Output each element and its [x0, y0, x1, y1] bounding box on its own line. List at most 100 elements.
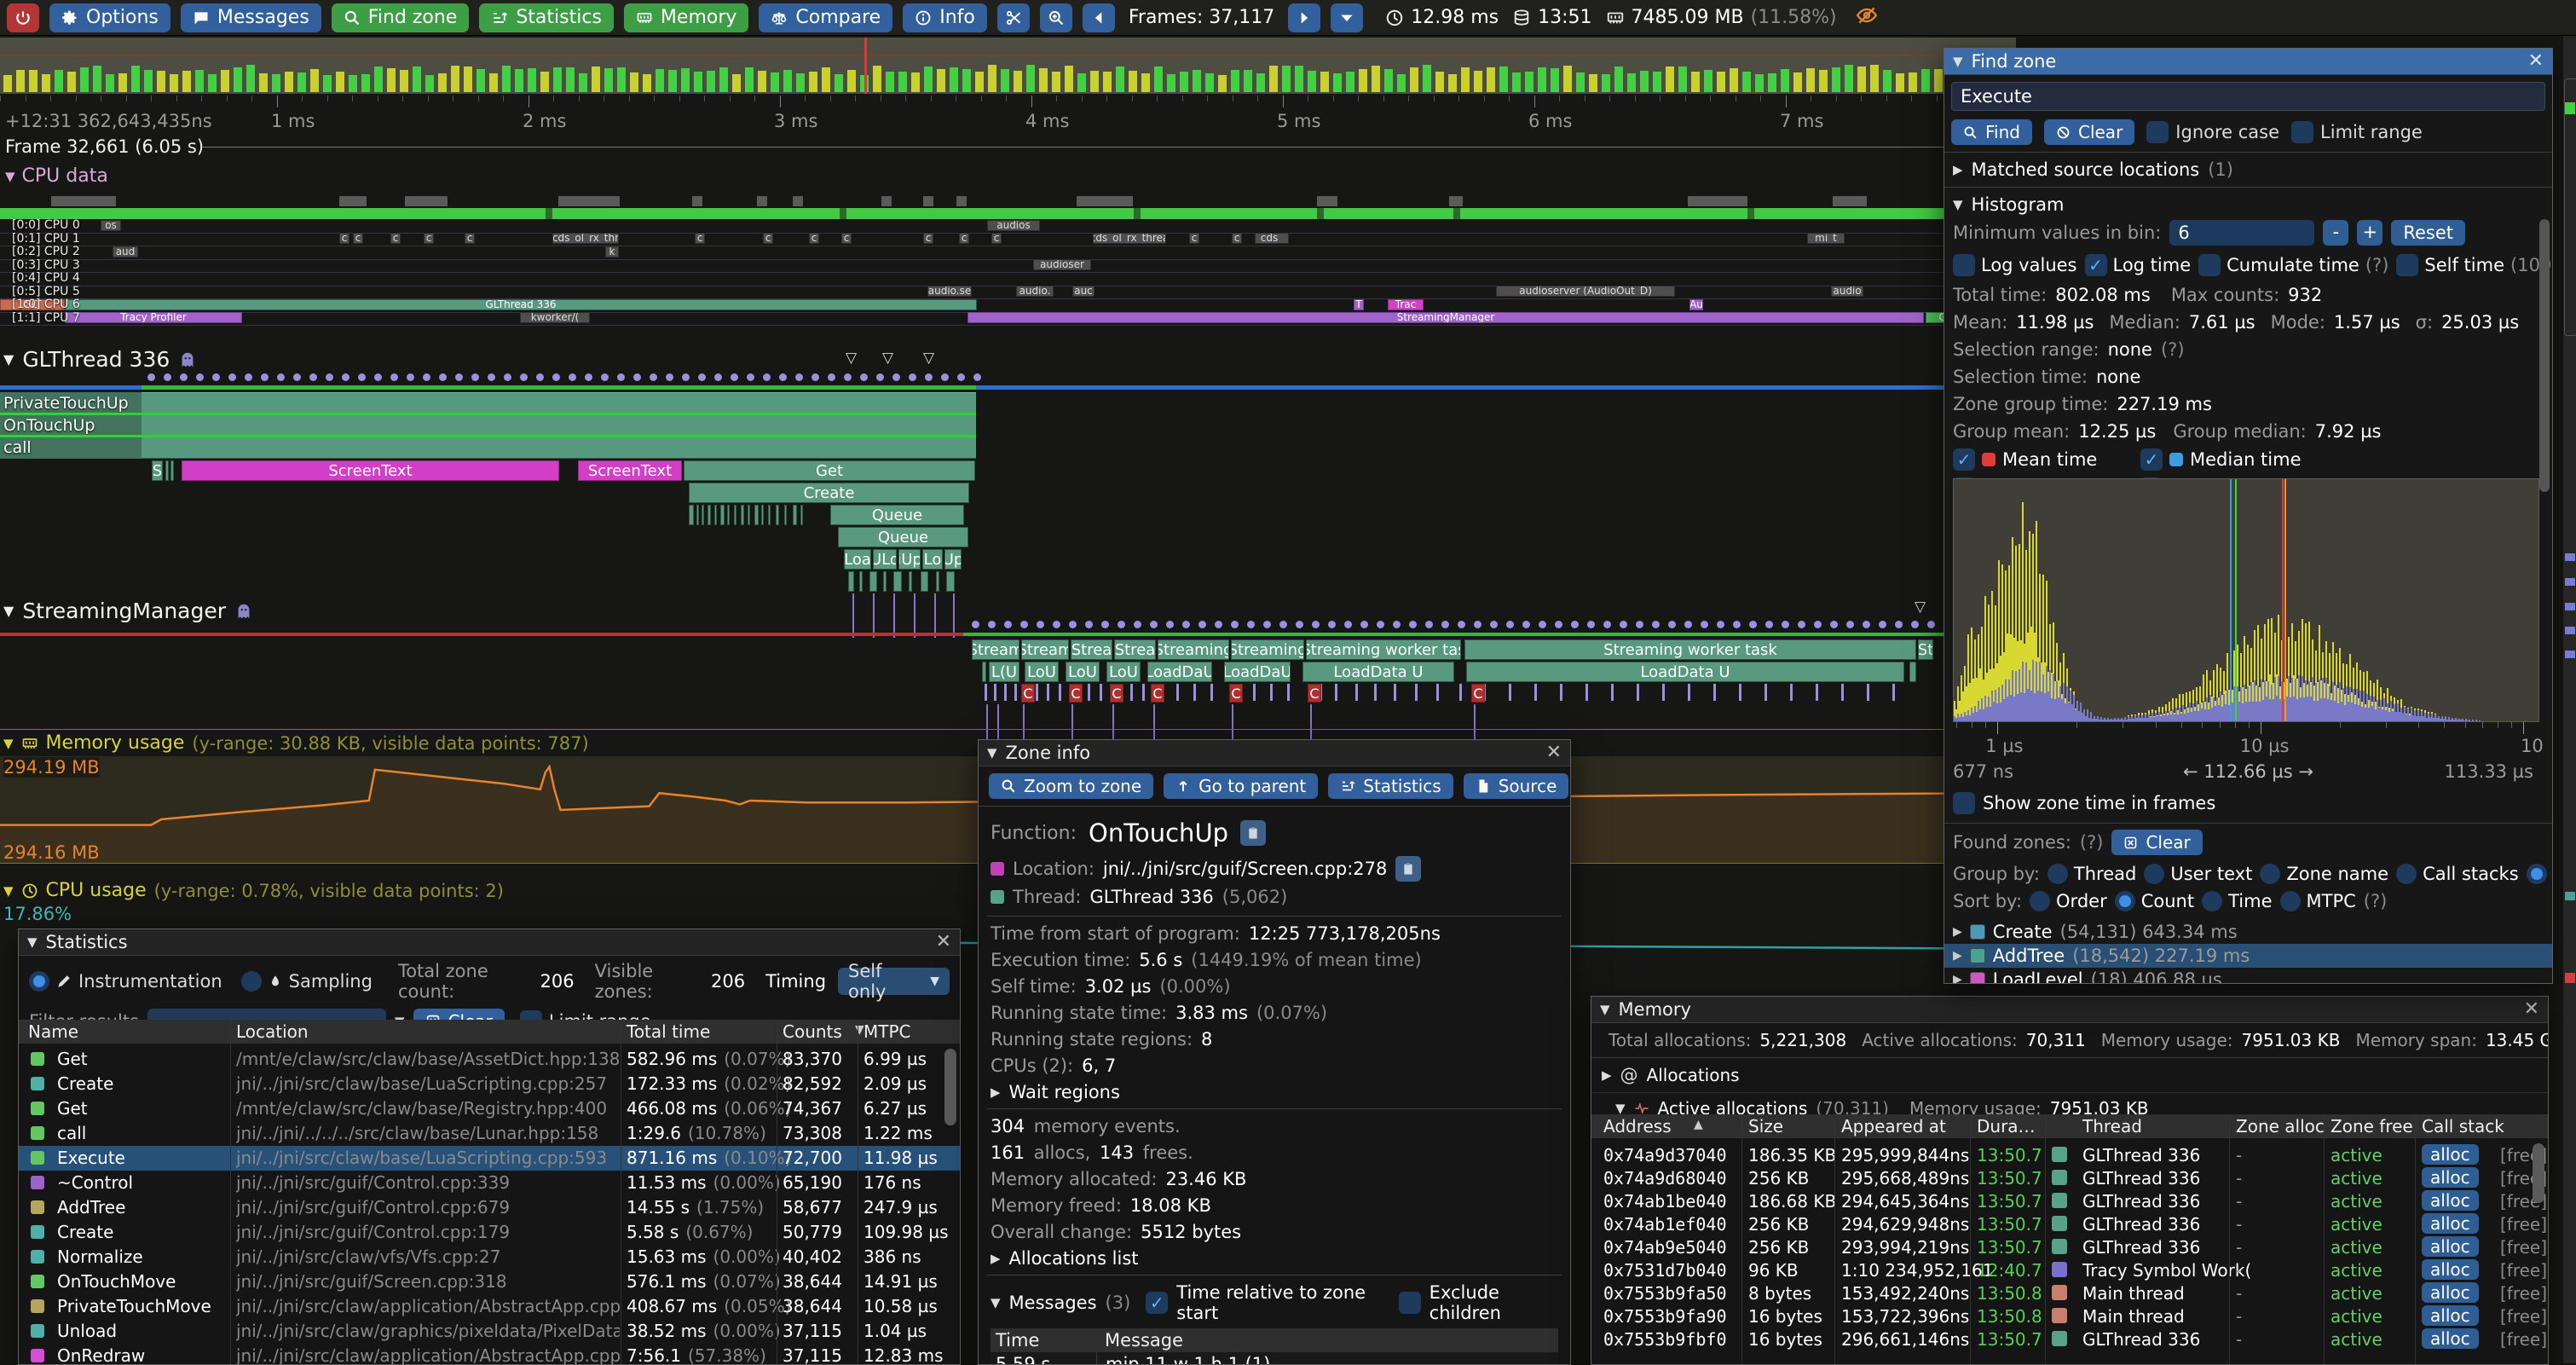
lock-marker[interactable]	[1506, 621, 1514, 628]
main-scrollbar[interactable]	[2562, 36, 2576, 1363]
lock-marker[interactable]	[972, 621, 979, 628]
lock-marker[interactable]	[1344, 621, 1352, 628]
frame-bar[interactable]	[1627, 73, 1636, 92]
cpu-zone-bar[interactable]: c	[695, 233, 705, 244]
lock-marker[interactable]	[860, 373, 868, 381]
frame-bar[interactable]	[1512, 72, 1521, 92]
table-row[interactable]: Get/mnt/e/claw/src/claw/base/AssetDict.h…	[19, 1047, 960, 1072]
frame-bar[interactable]	[1308, 71, 1316, 92]
frame-bar[interactable]	[1806, 68, 1815, 92]
radio[interactable]	[2280, 891, 2301, 911]
cpu-zone-bar[interactable]: c	[353, 233, 363, 244]
next-frame-button[interactable]	[1288, 3, 1320, 32]
frame-bar[interactable]	[1065, 66, 1073, 92]
lock-marker[interactable]	[1458, 621, 1465, 628]
frame-bar[interactable]	[477, 69, 485, 92]
cpu-zone-bar[interactable]: cds_ol_rx_thr	[552, 233, 619, 244]
memory-button[interactable]: Memory	[624, 3, 748, 32]
frame-bar[interactable]	[988, 65, 996, 92]
lock-marker[interactable]	[1020, 621, 1028, 628]
error-zone-bar[interactable]: C	[1229, 684, 1243, 703]
frame-bar[interactable]	[144, 70, 153, 92]
frame-bar[interactable]	[924, 67, 933, 92]
zone-bar-get[interactable]: Get	[684, 460, 975, 481]
search-input[interactable]: Execute	[1951, 82, 2545, 111]
zone-info-titlebar[interactable]: ▼Zone info✕	[979, 740, 1570, 766]
zone-bar[interactable]	[936, 571, 939, 592]
copy-button[interactable]	[1240, 820, 1266, 846]
lock-marker[interactable]	[682, 373, 690, 381]
frame-bar[interactable]	[106, 74, 114, 92]
table-scrollbar[interactable]	[944, 1049, 956, 1125]
frame-bar[interactable]	[668, 70, 677, 92]
streaming-zone-bar[interactable]: Stream	[972, 639, 1019, 660]
group-by-call-stacks[interactable]: Call stacks	[2396, 864, 2519, 884]
error-zone-bar[interactable]: C	[1021, 684, 1035, 703]
frame-bar[interactable]	[400, 70, 408, 92]
frame-bar[interactable]	[771, 72, 779, 92]
column-header-counts[interactable]: Counts	[783, 1021, 842, 1042]
alloc-callstack-button[interactable]: alloc	[2422, 1305, 2479, 1326]
frame-bar[interactable]	[1256, 73, 1265, 92]
cpu-zone-bar[interactable]: c	[424, 233, 434, 244]
zone-bar-ontouchup[interactable]	[142, 414, 976, 437]
frame-bar[interactable]	[323, 75, 332, 92]
frame-bar[interactable]	[694, 72, 702, 92]
frame-bar[interactable]	[3, 75, 12, 92]
frame-bar[interactable]	[387, 68, 396, 92]
streaming-zone-bar[interactable]: Strea	[1071, 639, 1112, 660]
loaddata-zone-bar[interactable]: LoadDaU	[1147, 662, 1212, 682]
cpu-zone-bar[interactable]: os	[101, 220, 121, 231]
zone-bar[interactable]	[800, 505, 803, 525]
zone-bar[interactable]	[734, 505, 736, 525]
frame-bar[interactable]	[1346, 72, 1354, 92]
lock-marker[interactable]	[245, 373, 252, 381]
lock-marker[interactable]	[1555, 621, 1562, 628]
lock-marker[interactable]	[326, 373, 333, 381]
zone-bar[interactable]	[946, 571, 955, 592]
lock-marker[interactable]	[1782, 621, 1789, 628]
lock-marker[interactable]	[504, 373, 511, 381]
frame-bar[interactable]	[745, 67, 754, 92]
lock-marker[interactable]	[892, 373, 900, 381]
lock-marker[interactable]	[1571, 621, 1579, 628]
frame-bar[interactable]	[1883, 70, 1892, 92]
power-button[interactable]	[7, 3, 39, 32]
zone-bar-lo[interactable]: Lo	[922, 549, 943, 570]
checkbox[interactable]: ✓	[2085, 254, 2107, 276]
error-zone-bar[interactable]: C	[1069, 684, 1083, 703]
column-header-time[interactable]: Time	[991, 1330, 1096, 1351]
frame-bar[interactable]	[1525, 72, 1533, 92]
frame-bar[interactable]	[1538, 67, 1546, 92]
frame-bar[interactable]	[374, 67, 383, 92]
frame-bar[interactable]	[783, 70, 792, 92]
alloc-callstack-button[interactable]: alloc	[2422, 1328, 2479, 1349]
frame-bar[interactable]	[1614, 67, 1623, 92]
frame-bar[interactable]	[1001, 69, 1009, 92]
collapse-triangle[interactable]: ▼	[27, 934, 38, 950]
frame-bar[interactable]	[1423, 65, 1431, 92]
frame-bar[interactable]	[732, 74, 741, 92]
lock-marker[interactable]	[714, 373, 722, 381]
go-to-parent-button[interactable]: Go to parent	[1164, 773, 1318, 799]
zone-bar-queue[interactable]: Queue	[838, 527, 968, 547]
lock-marker[interactable]	[455, 373, 463, 381]
radio[interactable]	[2030, 891, 2050, 911]
frame-bar[interactable]	[809, 72, 817, 92]
lock-marker[interactable]	[601, 373, 609, 381]
frame-bar[interactable]	[1384, 69, 1393, 92]
zone-bar[interactable]	[708, 505, 711, 525]
close-icon[interactable]: ✕	[2524, 1000, 2539, 1019]
frame-bar[interactable]	[1218, 75, 1227, 92]
cpu-zone-bar[interactable]: c	[991, 233, 1002, 244]
lock-marker[interactable]	[909, 373, 916, 381]
sort-by-count[interactable]: Count	[2115, 891, 2194, 911]
frame-bar[interactable]	[1090, 71, 1099, 92]
loaddata-zone-bar[interactable]: LoadDaU	[1224, 662, 1291, 682]
lock-marker[interactable]	[439, 373, 447, 381]
